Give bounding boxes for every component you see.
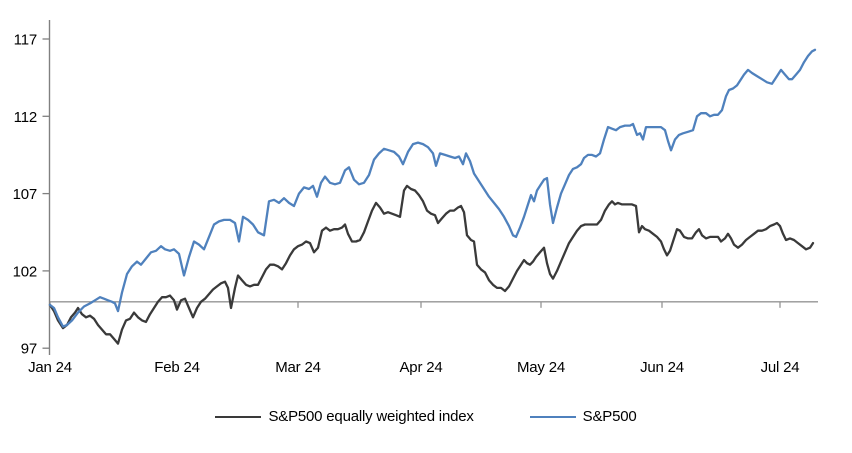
legend-label-sp500: S&P500 (582, 408, 637, 425)
x-tick-label: Mar 24 (275, 359, 321, 376)
legend-item-equal-weight: S&P500 equally weighted index (215, 408, 474, 425)
sp500-equal-weight-line (48, 184, 815, 345)
sp500-line-swatch (529, 415, 576, 418)
y-tick-label: 97 (21, 341, 37, 358)
legend-item-sp500: S&P500 (529, 408, 637, 425)
legend-label-equal-weight: S&P500 equally weighted index (268, 408, 474, 425)
x-tick-label: Apr 24 (400, 359, 443, 376)
y-tick-label: 117 (14, 32, 37, 49)
x-tick-label: Jun 24 (640, 359, 684, 376)
x-tick-label: Jan 24 (28, 359, 72, 376)
chart-legend: S&P500 equally weighted index S&P500 (0, 408, 852, 425)
x-tick-label: May 24 (517, 359, 565, 376)
x-tick-label: Jul 24 (761, 359, 800, 376)
x-tick-label: Feb 24 (154, 359, 200, 376)
y-tick-label: 102 (13, 263, 37, 280)
sp500-line (48, 48, 817, 328)
y-tick-label: 107 (13, 186, 37, 203)
y-tick-label: 112 (14, 109, 37, 126)
equal-weight-line-swatch (215, 415, 262, 418)
line-chart-canvas: Jan 24 Feb 24 Mar 24 Apr 24 May 24 Jun 24 Jul … (13, 20, 818, 376)
